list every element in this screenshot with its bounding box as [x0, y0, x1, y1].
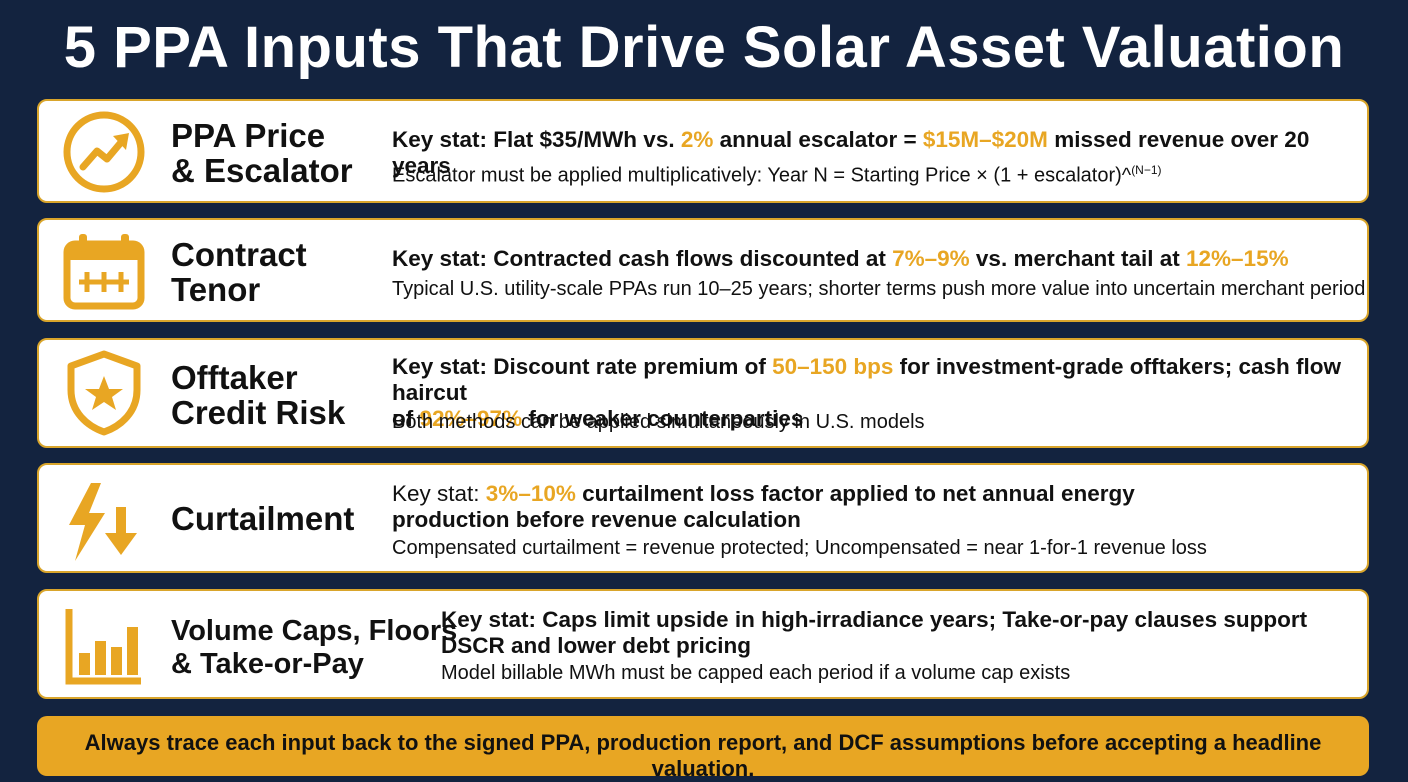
stat-text: of	[392, 406, 420, 431]
stat-highlight: $15M–$20M	[922, 127, 1048, 152]
key-stat: Key stat: Discount rate premium of 50–15…	[392, 354, 1367, 432]
calendar-icon	[63, 234, 145, 310]
stat-highlight: 7%–9%	[892, 246, 970, 271]
card-label: PPA Price & Escalator	[171, 118, 353, 188]
card-label: Volume Caps, Floors & Take-or-Pay	[171, 615, 457, 681]
stat-text: Key stat: Discount rate premium of	[392, 354, 773, 379]
card-label: Curtailment	[171, 500, 355, 537]
card-note: Typical U.S. utility-scale PPAs run 10–2…	[392, 278, 1366, 300]
card-label: Contract Tenor	[171, 237, 307, 307]
label-line-2: Credit Risk	[171, 394, 346, 431]
label-line-2: & Take-or-Pay	[171, 648, 364, 680]
stat-text: for investment-grade offtakers; cash flo…	[392, 354, 1342, 405]
note-exponent: (N−1)	[1131, 163, 1162, 177]
stat-line-1: Key stat: Caps limit upside in high-irra…	[441, 607, 1308, 632]
stat-line-2: DSCR and lower debt pricing	[441, 633, 752, 658]
stat-text: vs. merchant tail at	[969, 246, 1187, 271]
trending-up-icon	[63, 111, 145, 193]
stat-text: Key stat: Flat $35/MWh vs.	[392, 127, 681, 152]
card-note: Compensated curtailment = revenue protec…	[392, 537, 1207, 559]
stat-line-2: production before revenue calculation	[392, 507, 801, 532]
key-stat: Key stat: Contracted cash flows discount…	[392, 246, 1289, 272]
stat-highlight: 2%	[680, 127, 714, 152]
note-text: Escalator must be applied multiplicative…	[392, 164, 1132, 187]
card-note: Model billable MWh must be capped each p…	[441, 662, 1071, 684]
banner-text: Always trace each input back to the sign…	[84, 730, 1322, 781]
stat-text: Key stat:	[392, 481, 486, 506]
footer-banner: Always trace each input back to the sign…	[37, 716, 1369, 781]
stat-highlight: 3%–10%	[485, 481, 576, 506]
stat-text: curtailment loss factor applied to net a…	[575, 481, 1135, 506]
label-line-1: Offtaker	[171, 359, 298, 396]
key-stat: Key stat: 3%–10% curtailment loss factor…	[392, 481, 1135, 533]
card-ppa-price: PPA Price & Escalator Key stat: Flat $35…	[37, 99, 1369, 203]
card-contract-tenor: Contract Tenor Key stat: Contracted cash…	[37, 218, 1369, 322]
card-label: Offtaker Credit Risk	[171, 360, 345, 430]
lightning-down-arrow-icon	[69, 483, 137, 561]
stat-highlight: 92%–97%	[419, 406, 523, 431]
label-line-1: Volume Caps, Floors	[171, 615, 458, 647]
stat-text: missed revenue over 20 years	[392, 127, 1310, 178]
stat-line-1: Key stat: 3%–10% curtailment loss factor…	[392, 481, 1135, 507]
label-line-2: Tenor	[171, 271, 261, 308]
stat-highlight: 50–150 bps	[772, 354, 894, 379]
stat-line-2: of 92%–97% for weaker counterparties	[392, 406, 1367, 432]
stat-highlight: 12%–15%	[1186, 246, 1289, 271]
page-title: 5 PPA Inputs That Drive Solar Asset Valu…	[63, 15, 1345, 80]
card-curtailment: Curtailment Key stat: 3%–10% curtailment…	[37, 463, 1369, 573]
stat-text: Key stat: Contracted cash flows discount…	[392, 246, 893, 271]
label-line-1: Contract	[171, 236, 307, 273]
stat-line-1: Key stat: Discount rate premium of 50–15…	[392, 354, 1367, 406]
shield-star-icon	[67, 350, 141, 436]
bar-chart-icon	[65, 609, 141, 685]
card-note: Both methods can be applied simultaneous…	[392, 411, 925, 433]
card-volume-caps: Volume Caps, Floors & Take-or-Pay Key st…	[37, 589, 1369, 699]
stat-text: annual escalator =	[713, 127, 923, 152]
label-line-2: & Escalator	[171, 152, 353, 189]
card-note: Escalator must be applied multiplicative…	[392, 158, 1162, 188]
key-stat: Key stat: Flat $35/MWh vs. 2% annual esc…	[392, 127, 1367, 179]
key-stat: Key stat: Caps limit upside in high-irra…	[441, 607, 1307, 659]
card-offtaker-credit-risk: Offtaker Credit Risk Key stat: Discount …	[37, 338, 1369, 448]
label-line-1: PPA Price	[171, 117, 326, 154]
stat-text: for weaker counterparties	[522, 406, 804, 431]
